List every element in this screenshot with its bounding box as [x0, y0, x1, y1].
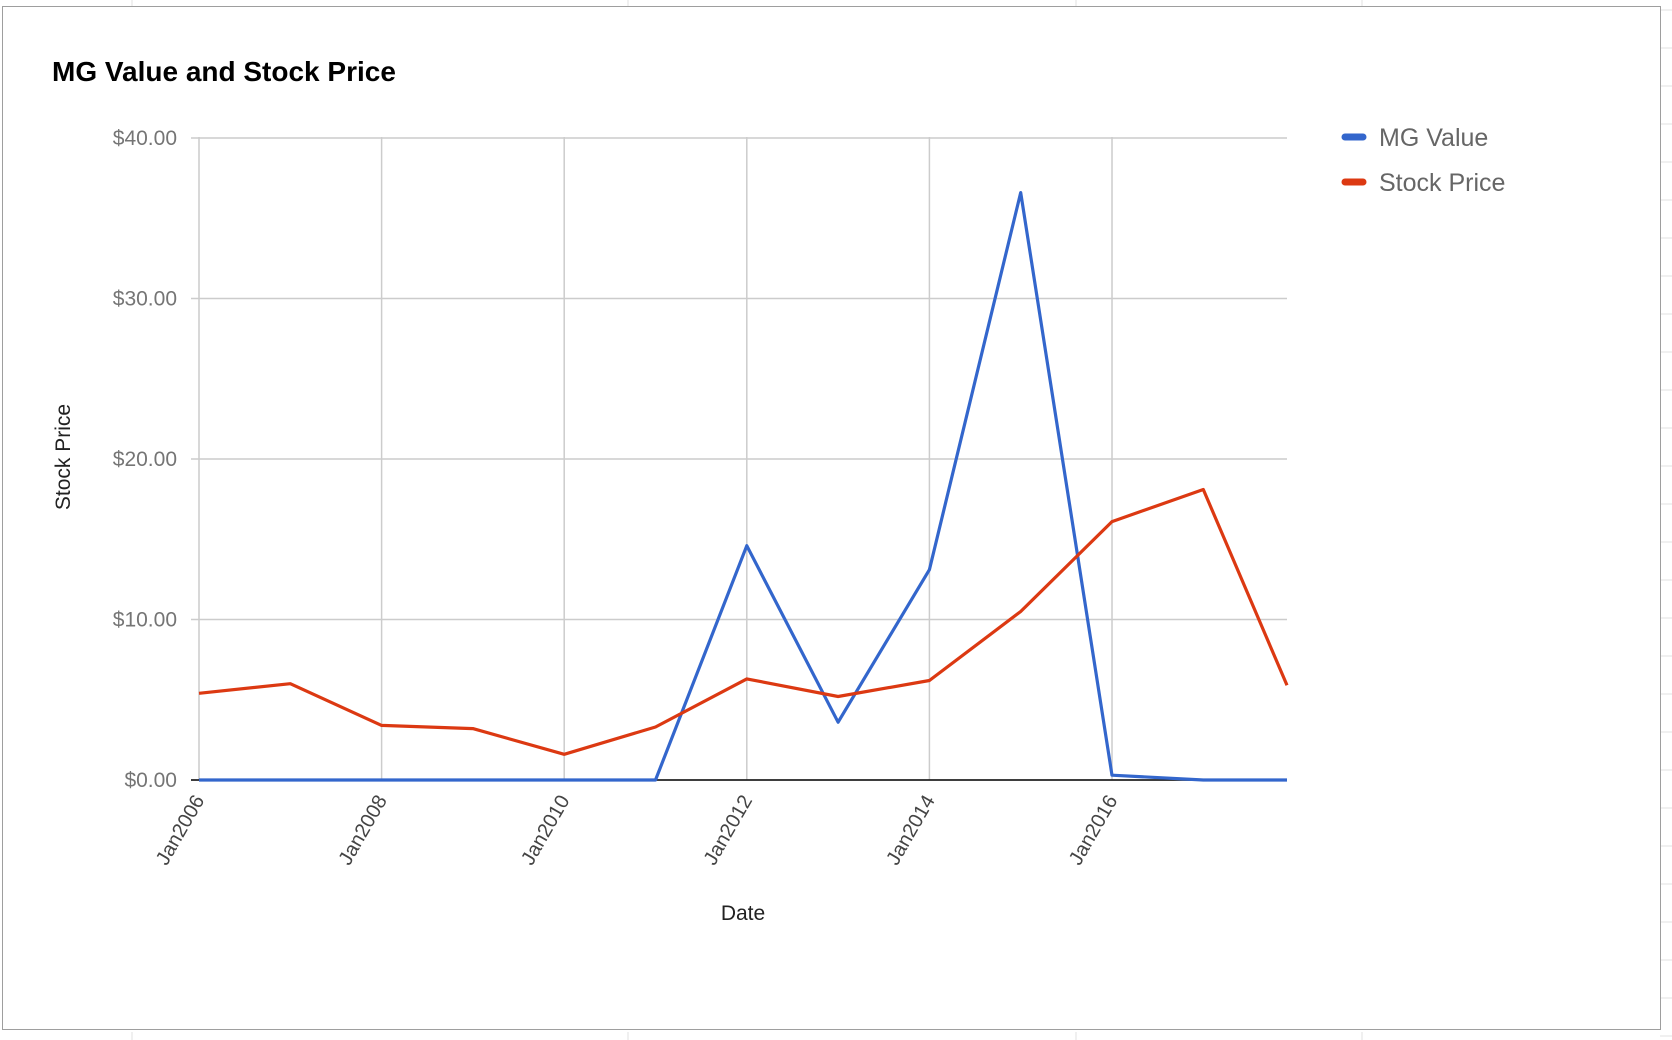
legend-label: MG Value: [1379, 124, 1488, 152]
line-chart: MG Value and Stock Price $0.00 $10.00 $20.…: [52, 56, 1505, 925]
x-tick-label: Jan2010: [517, 792, 574, 869]
x-tick-label: Jan2016: [1065, 792, 1122, 869]
y-tick-label: $10.00: [113, 609, 177, 632]
y-tick-label: $30.00: [113, 288, 177, 311]
series-line-1: [198, 487, 1289, 756]
y-axis-ticks: $0.00 $10.00 $20.00 $30.00 $40.00: [113, 127, 177, 792]
gridlines: [191, 137, 1287, 780]
y-axis-title: Stock Price: [52, 404, 75, 510]
chart-title: MG Value and Stock Price: [52, 56, 396, 87]
series-line-0: [199, 191, 1287, 782]
x-tick-label: Jan2008: [335, 792, 392, 869]
x-axis-title: Date: [721, 902, 765, 925]
series-lines: [198, 191, 1289, 782]
y-tick-label: $20.00: [113, 448, 177, 471]
x-axis-ticks: Jan2006 Jan2008 Jan2010 Jan2012 Jan2014 Jan20…: [152, 792, 1122, 869]
x-tick-label: Jan2012: [700, 792, 757, 869]
x-tick-label: Jan2006: [152, 792, 209, 869]
legend-label: Stock Price: [1379, 169, 1505, 197]
y-tick-label: $40.00: [113, 127, 177, 150]
chart-container[interactable]: MG Value and Stock Price $0.00 $10.00 $20.…: [2, 6, 1661, 1030]
x-tick-label: Jan2014: [882, 792, 939, 869]
legend: MG Value Stock Price: [1341, 124, 1505, 197]
y-tick-label: $0.00: [124, 769, 177, 792]
